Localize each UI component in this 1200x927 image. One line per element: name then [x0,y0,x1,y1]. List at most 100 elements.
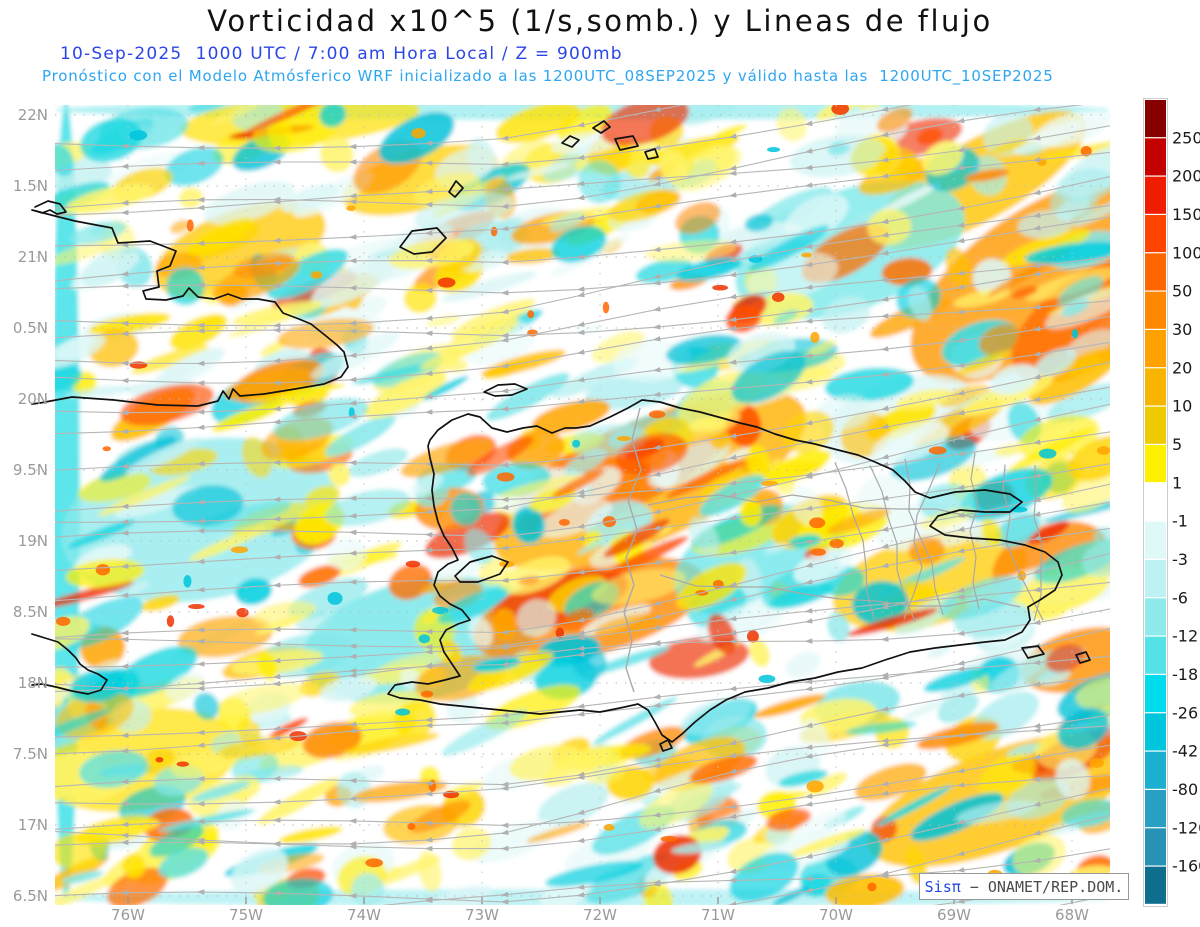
vorticity-spot [572,439,581,448]
lon-tick-label: 72W [583,906,617,924]
lat-tick-label: 9.5N [13,461,48,479]
colorbar-segment [1145,828,1166,866]
lat-tick-label: 18N [18,674,48,692]
province-borders [623,407,1044,693]
colorbar-tick-label: 5 [1172,435,1182,454]
vorticity-spot [928,446,947,455]
colorbar-tick-label: 50 [1172,282,1192,301]
colorbar-segment [1145,291,1166,329]
vorticity-spot [496,472,515,482]
lon-axis: 76W 75W 74W 73W 72W 71W 70W 69W 68W [111,906,1089,924]
colorbar-frame [1143,98,1168,907]
vorticity-spot [176,761,190,767]
subtitle-datetime: 10-Sep-2025 1000 UTC / 7:00 am Hora Loca… [60,44,623,64]
lon-tick-label: 69W [937,906,971,924]
province-border [1033,465,1043,622]
vorticity-spot [867,882,877,892]
colorbar-tick-label: -120 [1172,818,1200,837]
province-border [903,462,941,620]
vorticity-spot [809,517,826,529]
coastline-small-bahama-2 [561,135,580,148]
vorticity-spot [1071,328,1079,339]
lat-tick-label: 22N [18,106,48,124]
colorbar-tick-label: -18 [1172,665,1198,684]
colorbar-tick-label: 20 [1172,358,1192,377]
colorbar-tick-label: -42 [1172,742,1198,761]
province-border [969,452,980,610]
colorbar-segment [1145,790,1166,828]
vorticity-spot [348,407,355,418]
colorbar-segment [1145,521,1166,559]
lat-tick-label: 0.5N [13,319,48,337]
province-border [904,458,944,616]
colorbar-segment [1145,215,1166,253]
vorticity-spot [310,271,323,279]
vorticity-spot [411,128,426,139]
haiti-dr-border [623,407,642,693]
colorbar-segment [1145,675,1166,713]
vorticity-spot [418,634,431,644]
vorticity-spot [746,630,759,643]
vorticity-spot [712,284,728,291]
watermark-brand: Sisπ [924,877,961,896]
coastline-turks-1 [592,120,611,134]
vorticity-spot [660,835,678,842]
vorticity-spot [407,823,416,831]
colorbar-tick-label: -160 [1172,857,1200,876]
vorticity-spot [1096,446,1110,455]
lon-tick-label: 68W [1055,906,1089,924]
coastline-turks-2 [614,135,639,151]
vorticity-spot [432,606,449,615]
vorticity-spot [129,130,148,141]
vorticity-spot [437,277,456,288]
vorticity-spot [527,310,535,319]
vorticity-spot [428,779,437,792]
lon-tick-label: 70W [819,906,853,924]
vorticity-spot [166,615,175,628]
vorticity-spot [806,780,824,793]
vorticity-spot [188,604,205,610]
lat-tick-label: 17N [18,816,48,834]
coastline-cuba [31,209,349,407]
colorbar-segment [1145,330,1166,368]
vorticity-spot [810,331,820,343]
lat-tick-label: 19N [18,532,48,550]
vorticity-spot [617,435,631,442]
lon-tick-label: 76W [111,906,145,924]
colorbar-segment [1145,253,1166,291]
colorbar-segment [1145,636,1166,674]
colorbar-tick-label: 1 [1172,473,1182,492]
coastline-tortuga [483,383,528,397]
colorbar-tick-label: -6 [1172,588,1188,607]
watermark: Sisπ − ONAMET/REP.DOM. [919,873,1129,900]
vorticity-spot [772,292,785,303]
vorticity-spot [95,564,111,576]
coastline-saona [1021,645,1045,659]
lat-tick-label: 21N [18,248,48,266]
lat-axis: 22N 1.5N 21N 0.5N 20N 9.5N 19N 8.5N 18N 7.5N 17N 6.… [13,106,48,905]
streamline [48,14,1112,91]
colorbar-segment [1145,483,1166,521]
colorbar-tick-label: 100 [1172,243,1200,262]
colorbar-tick-label: -80 [1172,780,1198,799]
colorbar-tick-label: 250 [1172,128,1200,147]
coastlines [31,120,1091,752]
province-border [647,494,1009,518]
vorticity-spot [811,548,826,556]
province-border [1002,464,1044,621]
vorticity-spot [405,560,421,568]
coastline-nw-cay [34,200,67,215]
colorbar-segment [1145,138,1166,176]
vorticity-spot [395,708,411,716]
coastline-mona [1075,651,1091,664]
coastline-beata [659,739,673,752]
subtitle-forecast: Pronóstico con el Modelo Atmósferico WRF… [42,67,1054,85]
coastline-hispaniola [387,399,1063,743]
lat-tick-label: 1.5N [13,177,48,195]
vorticity-spot [129,361,148,369]
vorticity-spot [602,301,610,314]
lat-tick-label: 6.5N [13,887,48,905]
vorticity-spot [603,823,615,831]
colorbar-segment [1145,713,1166,751]
vorticity-spot [327,592,343,605]
